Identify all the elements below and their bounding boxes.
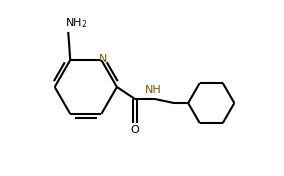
Text: O: O (131, 125, 139, 135)
Text: N: N (99, 54, 107, 64)
Text: NH$_2$: NH$_2$ (65, 16, 87, 30)
Text: NH: NH (145, 85, 161, 95)
